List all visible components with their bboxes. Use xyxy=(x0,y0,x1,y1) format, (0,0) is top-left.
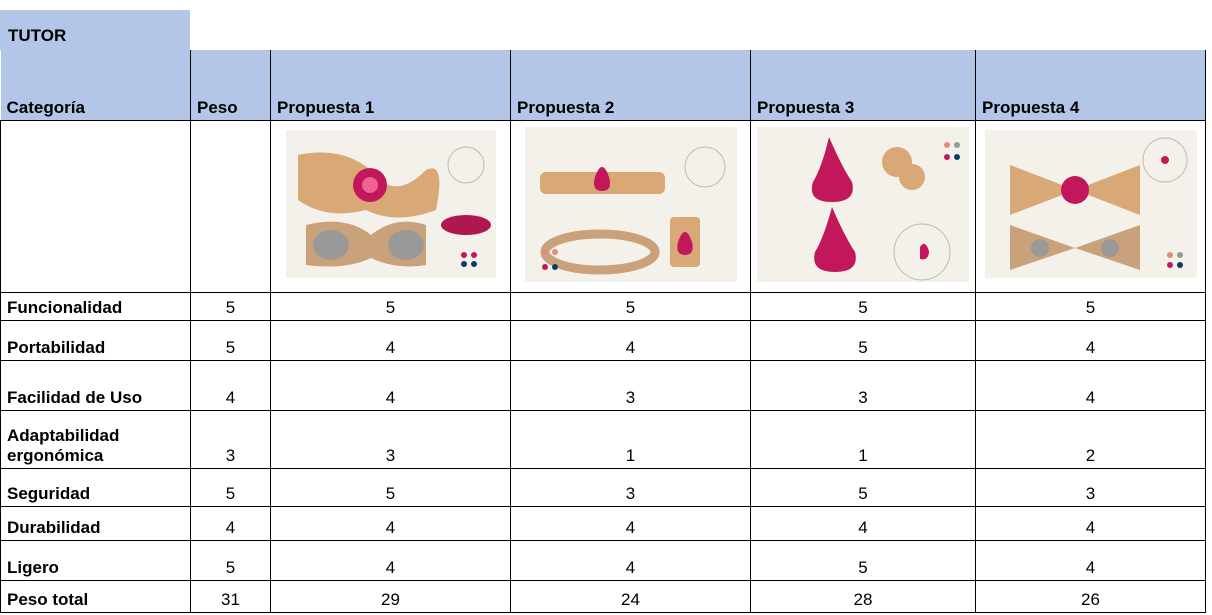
row-label: Seguridad xyxy=(0,468,191,507)
cell: 5 xyxy=(750,320,976,361)
cell: 4 xyxy=(975,506,1206,541)
cell: 5 xyxy=(190,540,271,581)
row-label: Peso total xyxy=(0,580,191,613)
table-row: Funcionalidad 5 5 5 5 5 xyxy=(0,292,1206,321)
header-cell: Propuesta 1 xyxy=(270,50,511,121)
image-cell xyxy=(750,120,976,293)
cell: 5 xyxy=(270,468,511,507)
cell: 28 xyxy=(750,580,976,613)
cell: 4 xyxy=(975,540,1206,581)
cell: 5 xyxy=(190,292,271,321)
cell: 4 xyxy=(510,506,751,541)
table-row: Facilidad de Uso 4 4 3 3 4 xyxy=(0,360,1206,411)
table-row: Adaptabilidad ergonómica 3 3 1 1 2 xyxy=(0,410,1206,469)
cell: 31 xyxy=(190,580,271,613)
row-label: Durabilidad xyxy=(0,506,191,541)
image-cell xyxy=(510,120,751,293)
table-row: Portabilidad 5 4 4 5 4 xyxy=(0,320,1206,361)
row-label: Facilidad de Uso xyxy=(0,360,191,411)
cell: 4 xyxy=(270,360,511,411)
cell: 1 xyxy=(510,410,751,469)
cell: 4 xyxy=(975,360,1206,411)
header-cell: Propuesta 2 xyxy=(510,50,751,121)
cell: 3 xyxy=(750,360,976,411)
cell: 3 xyxy=(510,468,751,507)
row-label: Portabilidad xyxy=(0,320,191,361)
cell: 5 xyxy=(190,320,271,361)
cell: 2 xyxy=(975,410,1206,469)
cell: 3 xyxy=(975,468,1206,507)
cell: 5 xyxy=(190,468,271,507)
cell: 4 xyxy=(270,506,511,541)
table-row: Peso total 31 29 24 28 26 xyxy=(0,580,1206,613)
cell: 3 xyxy=(270,410,511,469)
empty-cell xyxy=(190,120,271,293)
cell: 5 xyxy=(510,292,751,321)
table-row: Seguridad 5 5 3 5 3 xyxy=(0,468,1206,507)
image-cell xyxy=(270,120,511,293)
cell: 4 xyxy=(750,506,976,541)
cell: 24 xyxy=(510,580,751,613)
empty-cell xyxy=(0,120,191,293)
cell: 1 xyxy=(750,410,976,469)
sketch xyxy=(524,126,737,282)
header-cell: Peso xyxy=(190,50,271,121)
table-title: TUTOR xyxy=(0,10,190,50)
cell: 5 xyxy=(750,292,976,321)
header-cell: Categoría xyxy=(0,50,191,121)
row-label: Adaptabilidad ergonómica xyxy=(0,410,191,469)
table-row: Durabilidad 4 4 4 4 4 xyxy=(0,506,1206,541)
table: Categoría Peso Propuesta 1 Propuesta 2 Propu… xyxy=(0,50,1206,613)
table-row: Ligero 5 4 4 5 4 xyxy=(0,540,1206,581)
header-row: Categoría Peso Propuesta 1 Propuesta 2 Propu… xyxy=(0,50,1206,121)
row-label: Ligero xyxy=(0,540,191,581)
cell: 4 xyxy=(190,506,271,541)
cell: 5 xyxy=(975,292,1206,321)
cell: 29 xyxy=(270,580,511,613)
image-row xyxy=(0,120,1206,293)
image-cell xyxy=(975,120,1206,293)
sketch xyxy=(285,130,496,278)
header-cell: Propuesta 4 xyxy=(975,50,1206,121)
cell: 4 xyxy=(190,360,271,411)
cell: 5 xyxy=(270,292,511,321)
cell: 5 xyxy=(750,540,976,581)
cell: 26 xyxy=(975,580,1206,613)
cell: 4 xyxy=(510,540,751,581)
cell: 4 xyxy=(270,540,511,581)
cell: 4 xyxy=(975,320,1206,361)
cell: 3 xyxy=(510,360,751,411)
sketch xyxy=(984,130,1197,278)
cell: 5 xyxy=(750,468,976,507)
cell: 4 xyxy=(270,320,511,361)
header-cell: Propuesta 3 xyxy=(750,50,976,121)
cell: 3 xyxy=(190,410,271,469)
cell: 4 xyxy=(510,320,751,361)
sketch xyxy=(757,126,969,282)
row-label: Funcionalidad xyxy=(0,292,191,321)
